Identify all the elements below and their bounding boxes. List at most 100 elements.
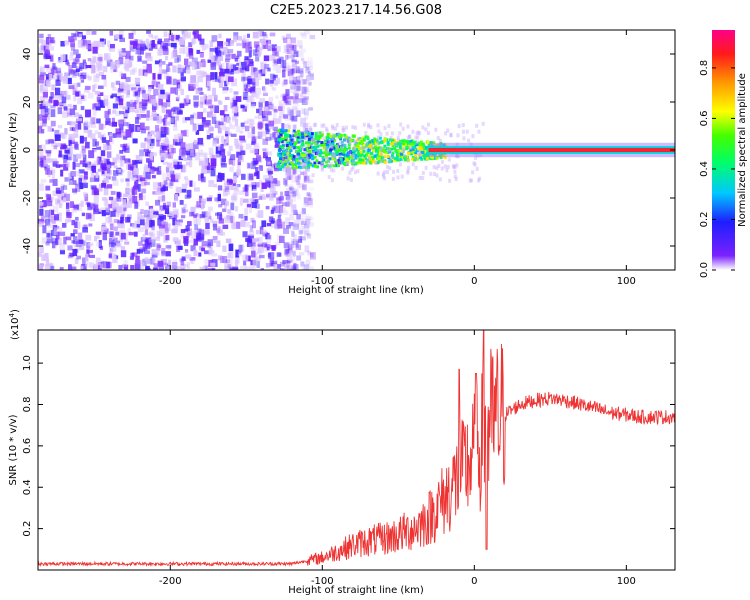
heatmap-cell: [422, 153, 426, 157]
heatmap-cell: [147, 87, 152, 92]
heatmap-cell: [248, 61, 254, 67]
heatmap-cell: [161, 45, 167, 49]
heatmap-cell: [230, 216, 235, 224]
heatmap-cell: [43, 56, 48, 61]
heatmap-cell: [102, 65, 108, 73]
heatmap-cell: [208, 105, 214, 109]
heatmap-cell: [271, 205, 278, 209]
heatmap-cell: [46, 200, 53, 207]
heatmap-cell: [252, 258, 258, 266]
heatmap-cell: [303, 157, 307, 161]
heatmap-cell: [283, 132, 287, 136]
heatmap-cell: [175, 142, 181, 146]
heatmap-cell: [151, 223, 155, 231]
heatmap-cell: [51, 170, 55, 179]
heatmap-cell: [134, 109, 140, 114]
heatmap-cell: [209, 250, 215, 254]
heatmap-cell: [298, 236, 303, 243]
heatmap-cell: [290, 207, 296, 213]
heatmap-cell: [343, 133, 347, 137]
heatmap-cell: [119, 81, 125, 89]
heatmap-cell: [289, 141, 293, 145]
heatmap-cell: [388, 147, 392, 151]
yscale-close: ): [10, 309, 21, 313]
heatmap-cell: [214, 78, 220, 82]
heatmap-cell: [85, 64, 92, 69]
heatmap-cell: [440, 166, 444, 171]
heatmap-cell: [60, 90, 67, 96]
heatmap-cell: [320, 160, 324, 164]
heatmap-cell: [75, 68, 80, 73]
heatmap-cell: [324, 150, 328, 154]
heatmap-cell: [293, 50, 299, 58]
heatmap-cell: [40, 219, 47, 223]
heatmap-cell: [393, 146, 397, 150]
heatmap-cell: [217, 185, 223, 191]
heatmap-cell: [205, 222, 210, 230]
heatmap-cell: [143, 209, 150, 218]
heatmap-cell: [134, 260, 141, 264]
heatmap-cell: [241, 254, 247, 260]
heatmap-cell: [383, 137, 387, 141]
heatmap-cell: [256, 171, 260, 179]
heatmap-cell: [68, 36, 74, 43]
heatmap-cell: [127, 193, 132, 200]
heatmap-cell: [291, 240, 295, 249]
heatmap-cell: [278, 253, 283, 257]
heatmap-cell: [340, 145, 344, 150]
heatmap-cell: [408, 135, 412, 140]
heatmap-cell: [57, 212, 62, 217]
heatmap-cell: [391, 155, 395, 159]
heatmap-cell: [196, 201, 202, 208]
heatmap-cell: [49, 262, 53, 269]
heatmap-cell: [45, 36, 50, 45]
heatmap-cell: [184, 58, 189, 66]
heatmap-cell: [77, 122, 82, 130]
heatmap-cell: [283, 242, 290, 249]
heatmap-cell: [192, 112, 198, 119]
heatmap-cell: [219, 68, 224, 75]
heatmap-cell: [210, 263, 216, 270]
heatmap-cell: [71, 240, 75, 244]
heatmap-cell: [66, 161, 70, 168]
heatmap-xtick-label: 100: [617, 276, 636, 287]
heatmap-cell: [255, 229, 261, 235]
heatmap-cell: [116, 168, 121, 173]
heatmap-cell: [435, 166, 439, 171]
heatmap-cell: [144, 181, 150, 186]
heatmap-cell: [303, 197, 307, 206]
heatmap-cell: [360, 141, 364, 145]
heatmap-cell: [151, 174, 156, 179]
heatmap-cell: [294, 174, 299, 180]
heatmap-cell: [292, 159, 296, 164]
heatmap-cell: [180, 229, 186, 234]
heatmap-cell: [426, 131, 430, 136]
heatmap-cell: [475, 123, 479, 128]
heatmap-cell: [235, 144, 240, 149]
heatmap-cell: [55, 142, 61, 147]
heatmap-cell: [269, 257, 274, 264]
heatmap-cell: [309, 252, 316, 260]
heatmap-cell: [267, 67, 271, 72]
heatmap-cell: [41, 237, 48, 244]
heatmap-cell: [38, 114, 43, 121]
heatmap-cell: [301, 33, 307, 39]
heatmap-cell: [379, 147, 383, 152]
heatmap-cell: [279, 221, 286, 229]
heatmap-cell: [191, 181, 196, 188]
heatmap-cell: [120, 250, 127, 258]
heatmap-cell: [365, 140, 369, 145]
heatmap-cell: [286, 159, 290, 164]
heatmap-cell: [271, 44, 277, 51]
heatmap-cell: [390, 156, 394, 161]
heatmap-cell: [49, 55, 54, 62]
heatmap-cell: [270, 54, 276, 61]
heatmap-cell: [402, 139, 406, 143]
heatmap-cell: [105, 216, 112, 223]
line-ytick-label: 0.2: [22, 521, 33, 537]
heatmap-cell: [228, 158, 233, 165]
heatmap-cell: [245, 143, 252, 150]
heatmap-cell: [398, 140, 402, 144]
heatmap-cell: [300, 154, 304, 158]
heatmap-cell: [307, 161, 311, 165]
